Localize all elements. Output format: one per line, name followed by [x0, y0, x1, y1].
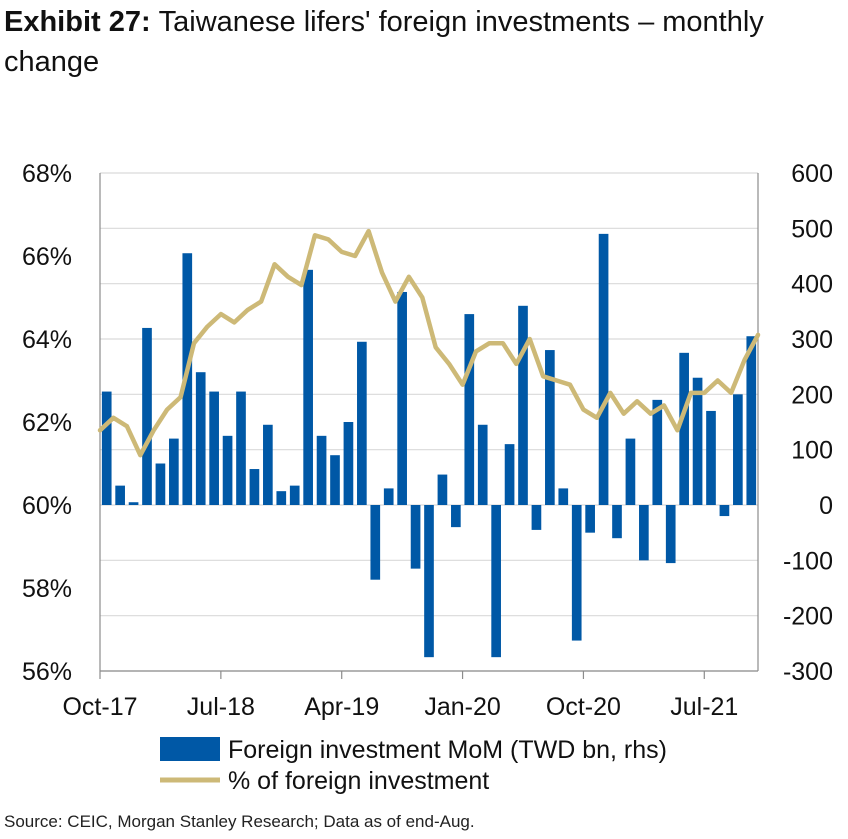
bar: [719, 505, 730, 517]
right-tick-label: 200: [791, 381, 833, 409]
bar: [451, 505, 461, 528]
bar: [169, 438, 179, 505]
legend: Foreign investment MoM (TWD bn, rhs) % o…: [160, 736, 667, 795]
left-tick-label: 56%: [22, 658, 72, 686]
right-tick-label: 600: [791, 160, 833, 188]
right-tick-label: 100: [791, 437, 833, 465]
right-tick-label: -200: [783, 603, 833, 631]
left-axis-ticks: 56% 58% 60% 62% 64% 66% 68%: [22, 160, 72, 686]
bar: [531, 505, 542, 530]
bar: [101, 391, 112, 505]
bar: [679, 352, 689, 505]
bar: [518, 305, 528, 505]
bar: [303, 269, 313, 505]
right-tick-label: 300: [791, 326, 833, 354]
left-tick-label: 58%: [22, 575, 72, 603]
right-axis-ticks: -300 -200 -100 0 100 200 300 400 500 600: [783, 160, 833, 686]
bar: [598, 233, 609, 505]
bar: [236, 391, 246, 505]
bar: [289, 485, 300, 505]
bar: [437, 474, 448, 505]
bar: [249, 469, 260, 505]
bar: [357, 341, 367, 505]
bar: [115, 485, 125, 505]
left-tick-label: 66%: [22, 243, 72, 271]
bar: [263, 424, 273, 505]
bar: [585, 505, 595, 533]
chart-title: Exhibit 27: Taiwanese lifers' foreign inv…: [4, 2, 844, 82]
bar: [142, 327, 152, 505]
bar: [330, 455, 340, 505]
bar: [464, 314, 475, 505]
bar: [222, 435, 233, 505]
bar: [652, 399, 663, 505]
x-axis-ticks: Oct-17 Jul-18 Apr-19 Jan-20 Oct-20 Jul-21: [62, 671, 738, 721]
x-tick-label: Oct-17: [62, 693, 137, 721]
x-tick-label: Apr-19: [304, 693, 379, 721]
bar: [128, 502, 139, 505]
bar: [410, 505, 421, 569]
bar: [625, 438, 636, 505]
source-note: Source: CEIC, Morgan Stanley Research; D…: [4, 812, 475, 831]
x-tick-label: Jul-18: [187, 693, 255, 721]
bar: [397, 291, 407, 505]
exhibit-label: Exhibit 27:: [4, 6, 151, 38]
right-tick-label: 500: [791, 215, 833, 243]
chart: 56% 58% 60% 62% 64% 66% 68% -300 -200 -100 0 100 20…: [22, 160, 833, 795]
bar: [424, 505, 434, 658]
x-tick-label: Jul-21: [670, 693, 738, 721]
bar: [571, 505, 582, 641]
left-tick-label: 60%: [22, 492, 72, 520]
bar: [639, 505, 649, 561]
bar: [155, 463, 166, 505]
bar: [545, 350, 555, 505]
left-tick-label: 68%: [22, 160, 72, 188]
bar: [477, 424, 488, 505]
bar: [491, 505, 501, 658]
legend-bar-swatch: [160, 737, 220, 761]
line-series: [97, 228, 761, 458]
bar: [612, 505, 622, 539]
right-tick-label: 400: [791, 271, 833, 299]
bar: [746, 336, 757, 505]
bar: [276, 491, 287, 505]
line-path: [97, 228, 761, 458]
x-tick-label: Oct-20: [546, 693, 621, 721]
bar: [370, 505, 381, 580]
right-tick-label: -300: [783, 658, 833, 686]
axes: [99, 173, 759, 672]
bar: [209, 391, 219, 505]
legend-bar-label: Foreign investment MoM (TWD bn, rhs): [228, 736, 667, 764]
left-tick-label: 62%: [22, 409, 72, 437]
left-tick-label: 64%: [22, 326, 72, 354]
bar: [195, 372, 206, 505]
bar: [665, 505, 676, 564]
right-tick-label: 0: [819, 492, 833, 520]
legend-line-label: % of foreign investment: [228, 767, 489, 795]
bar: [706, 410, 716, 505]
x-tick-label: Jan-20: [424, 693, 500, 721]
bar: [383, 488, 394, 505]
bar: [504, 444, 515, 505]
bar: [316, 435, 327, 505]
right-tick-label: -100: [783, 547, 833, 575]
bar-series: [101, 233, 757, 658]
bar: [343, 422, 354, 505]
title-text: Taiwanese lifers' foreign investments – …: [4, 6, 764, 78]
bar: [733, 394, 743, 505]
bar: [692, 377, 703, 505]
bar: [558, 488, 569, 505]
